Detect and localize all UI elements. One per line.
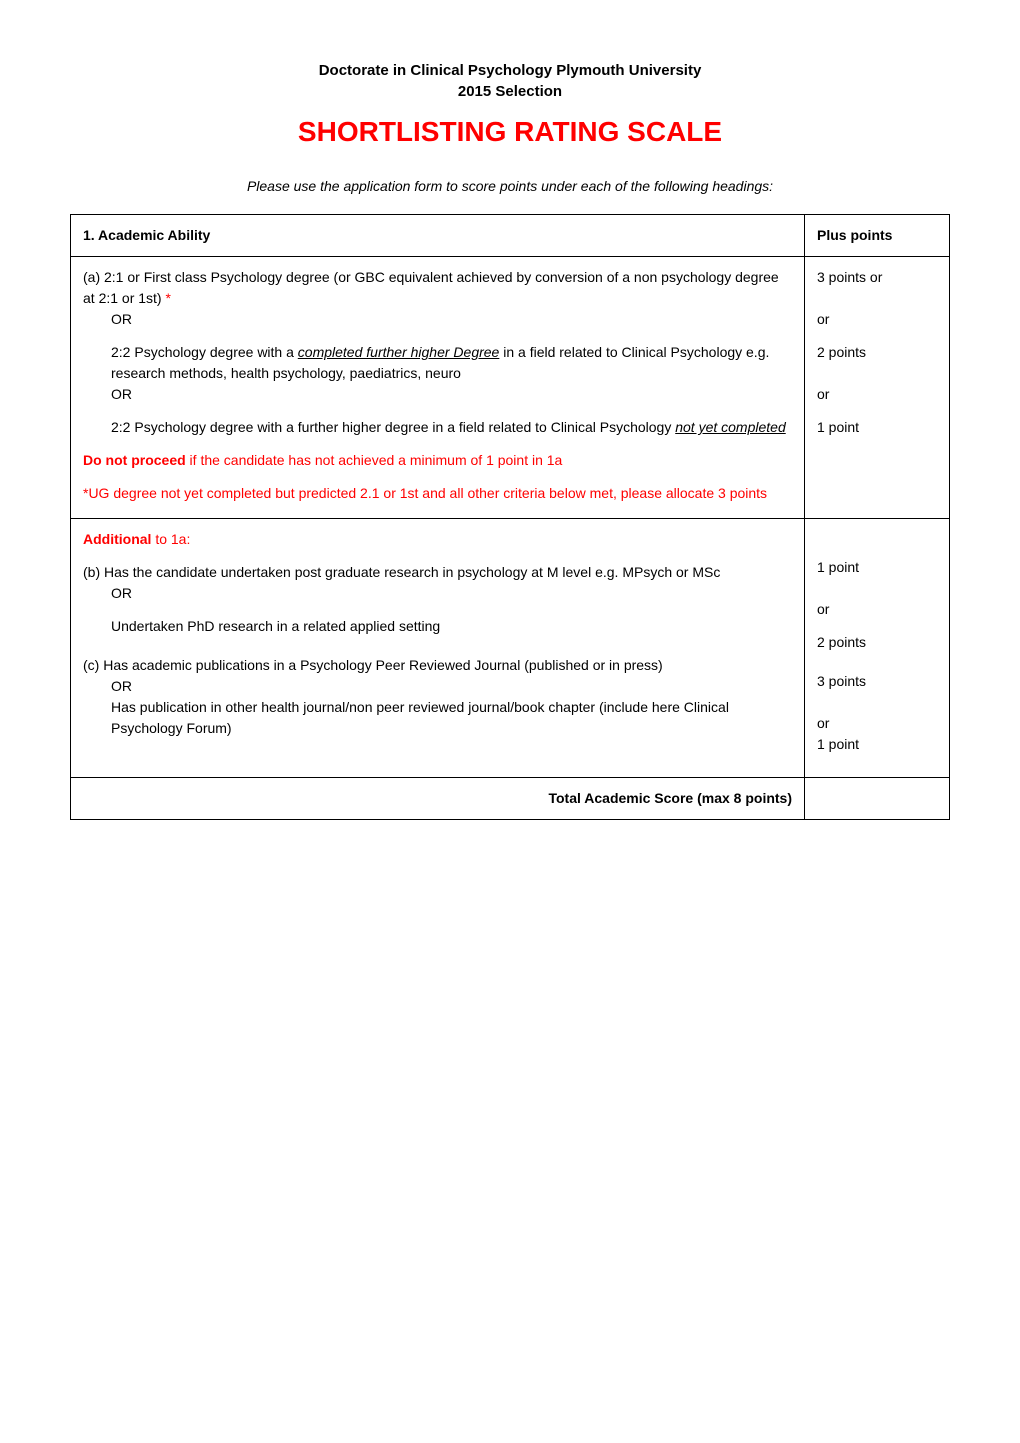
criterion-c-or: OR: [83, 676, 792, 697]
points-phd: 2 points: [817, 632, 937, 653]
ug-note: *UG degree not yet completed but predict…: [83, 483, 792, 504]
criterion-a: (a) 2:1 or First class Psychology degree…: [83, 267, 792, 330]
additional-label: Additional to 1a:: [83, 529, 792, 550]
table-header-row: 1. Academic Ability Plus points: [71, 215, 950, 257]
section-heading: 1. Academic Ability: [71, 215, 805, 257]
criterion-b-text: (b) Has the candidate undertaken post gr…: [83, 564, 720, 580]
criterion-a-text: (a) 2:1 or First class Psychology degree…: [83, 269, 779, 306]
criterion-a-or: OR: [83, 309, 792, 330]
criteria-cell-1a: (a) 2:1 or First class Psychology degree…: [71, 257, 805, 519]
criterion-c: (c) Has academic publications in a Psych…: [83, 655, 792, 739]
total-row: Total Academic Score (max 8 points): [71, 778, 950, 820]
criterion-a2-or: OR: [83, 384, 792, 405]
points-phd-val: 2 points: [817, 634, 866, 650]
points-c: 3 points or 1 point: [817, 671, 937, 755]
criterion-phd: Undertaken PhD research in a related app…: [83, 616, 792, 637]
points-cell-1b: 1 point or 2 points 3 points or 1 point: [805, 519, 950, 778]
document-header: Doctorate in Clinical Psychology Plymout…: [70, 60, 950, 148]
criterion-a2-pre: 2:2 Psychology degree with a: [111, 344, 298, 360]
additional-post: to 1a:: [151, 531, 190, 547]
points-heading: Plus points: [805, 215, 950, 257]
page-title: SHORTLISTING RATING SCALE: [70, 116, 950, 148]
points-c-val: 3 points: [817, 673, 866, 689]
points-a2: 2 points or: [817, 342, 937, 405]
criterion-a3-pre: 2:2 Psychology degree with a further hig…: [111, 419, 675, 435]
criterion-a-star: *: [165, 290, 170, 306]
header-line-1: Doctorate in Clinical Psychology Plymout…: [70, 60, 950, 81]
criterion-phd-text: Undertaken PhD research in a related app…: [83, 616, 792, 637]
points-b: 1 point or: [817, 557, 937, 620]
points-a-or: or: [817, 311, 829, 327]
do-not-proceed: Do not proceed if the candidate has not …: [83, 450, 792, 471]
points-pub-val: 1 point: [817, 736, 859, 752]
total-label: Total Academic Score (max 8 points): [71, 778, 805, 820]
additional-pre: Additional: [83, 531, 151, 547]
do-not-proceed-pre: Do not proceed: [83, 452, 186, 468]
criterion-c-text: (c) Has academic publications in a Psych…: [83, 657, 663, 673]
points-a: 3 points or or: [817, 267, 937, 330]
points-b-val: 1 point: [817, 559, 859, 575]
criterion-b-or: OR: [83, 583, 792, 604]
rating-table: 1. Academic Ability Plus points (a) 2:1 …: [70, 214, 950, 820]
total-value-cell: [805, 778, 950, 820]
criterion-pub-text: Has publication in other health journal/…: [83, 697, 792, 739]
points-a3-val: 1 point: [817, 419, 859, 435]
criterion-a3-under: not yet completed: [675, 419, 786, 435]
points-a-val: 3 points or: [817, 269, 882, 285]
points-b-or: or: [817, 601, 829, 617]
criteria-cell-1b: Additional to 1a: (b) Has the candidate …: [71, 519, 805, 778]
points-spacer-1: [817, 529, 937, 557]
criterion-b: (b) Has the candidate undertaken post gr…: [83, 562, 792, 604]
points-a2-or: or: [817, 386, 829, 402]
criteria-row-1b: Additional to 1a: (b) Has the candidate …: [71, 519, 950, 778]
criterion-a2-wrap: 2:2 Psychology degree with a completed f…: [83, 342, 792, 384]
points-a2-val: 2 points: [817, 344, 866, 360]
criterion-a3: 2:2 Psychology degree with a further hig…: [83, 417, 792, 438]
criterion-a2: 2:2 Psychology degree with a completed f…: [83, 342, 792, 405]
instruction-text: Please use the application form to score…: [70, 178, 950, 194]
criterion-a3-wrap: 2:2 Psychology degree with a further hig…: [83, 417, 792, 438]
criteria-row-1a: (a) 2:1 or First class Psychology degree…: [71, 257, 950, 519]
criterion-a2-under: completed further higher Degree: [298, 344, 500, 360]
header-line-2: 2015 Selection: [70, 81, 950, 102]
do-not-proceed-post: if the candidate has not achieved a mini…: [186, 452, 563, 468]
points-cell-1a: 3 points or or 2 points or 1 point: [805, 257, 950, 519]
points-c-or: or: [817, 715, 829, 731]
points-a3: 1 point: [817, 417, 937, 438]
